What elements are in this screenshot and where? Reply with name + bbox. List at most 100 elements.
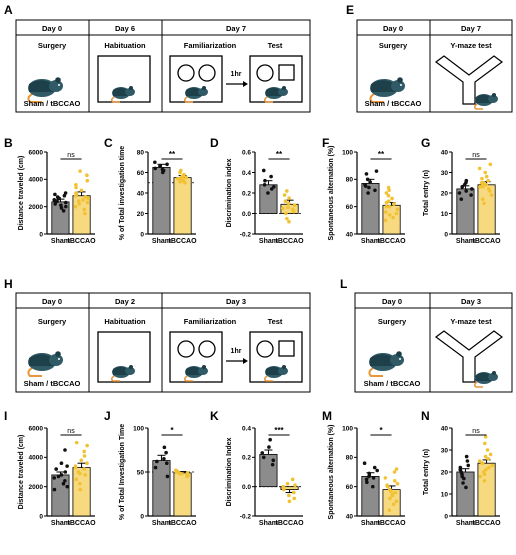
y-tick-label: 80 — [346, 177, 354, 184]
data-point — [160, 167, 165, 172]
data-point — [366, 191, 370, 195]
y-tick-label: 2000 — [29, 484, 44, 491]
data-point — [59, 473, 64, 477]
data-point — [61, 208, 66, 213]
data-point — [483, 435, 488, 439]
data-point — [387, 508, 392, 512]
data-point — [292, 496, 297, 501]
significance-label: ns — [67, 152, 75, 159]
data-point — [179, 168, 183, 173]
box-day3 — [161, 292, 311, 393]
data-point — [82, 207, 87, 212]
day0-label: Day 0 — [42, 297, 62, 306]
data-point — [261, 455, 266, 460]
data-point — [63, 448, 67, 452]
data-point — [482, 201, 486, 206]
arena-familiarization — [169, 331, 223, 383]
schematic-bottom: H Day 0 Day 2 Day 3 Surgery Habituation … — [4, 277, 513, 393]
data-point — [384, 204, 389, 209]
data-point — [367, 471, 371, 476]
ymaze-day0-label: Day 0 — [383, 24, 403, 33]
y-tick-label: 2000 — [29, 204, 44, 211]
data-point — [470, 187, 474, 191]
data-point — [460, 185, 464, 189]
data-point — [64, 204, 68, 209]
y-tick-label: 0 — [39, 513, 43, 520]
data-point — [281, 484, 286, 489]
y-tick-label: 0.2 — [242, 455, 251, 462]
y-axis-label: Discrimination Index — [226, 437, 233, 506]
panel-label-B: B — [4, 136, 13, 150]
data-point — [85, 178, 90, 183]
panel-label-I: I — [4, 409, 7, 423]
mouse-icon — [263, 85, 289, 103]
y-tick-label: 0.0 — [242, 484, 251, 491]
y-axis-label: Distance traveled (cm) — [18, 435, 25, 510]
box-ymaze-day7 — [429, 19, 513, 113]
data-point — [390, 196, 394, 201]
data-point — [287, 219, 291, 224]
interval-label: 1hr — [231, 71, 242, 78]
data-point — [263, 178, 267, 183]
significance-label: * — [379, 426, 383, 435]
significance-label: ns — [67, 428, 75, 435]
data-point — [85, 173, 89, 178]
data-point — [363, 184, 368, 188]
data-point — [281, 487, 286, 492]
data-point — [74, 191, 78, 195]
data-point — [63, 191, 68, 195]
chart-K: -0.2 0.0 0.2 0.4 Discrimination Index ShamtBC… — [226, 425, 304, 527]
x-tick-label: tBCCAO — [68, 520, 97, 527]
data-point — [74, 183, 78, 187]
data-point — [83, 195, 88, 199]
panel-label-F: F — [322, 136, 329, 150]
data-point — [478, 474, 483, 479]
data-point — [73, 204, 78, 209]
data-point — [386, 193, 391, 198]
data-point — [63, 479, 67, 483]
data-point — [56, 474, 61, 479]
data-point — [488, 452, 493, 457]
y-tick-label: -0.2 — [240, 231, 252, 238]
panel-label-A: A — [4, 3, 13, 17]
data-point — [55, 199, 59, 203]
test-label: Test — [268, 41, 283, 50]
x-tick-label: tBCCAO — [378, 238, 407, 245]
y-axis-label: Discrimination index — [226, 158, 233, 227]
ymaze-day-label: Day 7 — [461, 24, 481, 33]
bar-tbccao — [72, 467, 91, 517]
mouse-icon — [473, 92, 499, 110]
bar-sham — [361, 475, 380, 517]
surgery-label: Surgery — [38, 317, 67, 326]
mouse-icon — [110, 364, 136, 382]
bar-tbccao — [477, 184, 496, 235]
panel-label-E: E — [346, 3, 354, 17]
data-point — [287, 499, 292, 504]
data-point — [79, 458, 84, 463]
y-tick-label: 40 — [137, 190, 145, 197]
day2-label: Day 2 — [115, 297, 135, 306]
data-point — [464, 485, 468, 490]
data-point — [287, 196, 291, 200]
y-tick-label: 60 — [137, 170, 145, 177]
y-tick-label: 0 — [140, 513, 144, 520]
data-point — [394, 499, 399, 504]
y-tick-label: 30 — [441, 447, 449, 454]
y-tick-label: 40 — [441, 149, 449, 156]
data-point — [368, 180, 372, 184]
data-point — [384, 200, 389, 205]
data-point — [484, 174, 489, 179]
x-tick-label: Sham — [51, 520, 70, 527]
bar-sham — [259, 184, 278, 214]
data-point — [52, 198, 57, 202]
data-point — [373, 188, 377, 193]
data-point — [272, 185, 276, 189]
groups-label: Sham / tBCCAO — [24, 99, 81, 108]
y-tick-label: 0.6 — [242, 149, 251, 156]
habituation-label: Habituation — [104, 41, 146, 50]
ymaze-day0-label: Day 0 — [382, 297, 402, 306]
data-point — [364, 477, 369, 482]
panel-label-G: G — [421, 136, 430, 150]
panel-label-L: L — [340, 277, 347, 291]
data-point — [285, 189, 289, 193]
